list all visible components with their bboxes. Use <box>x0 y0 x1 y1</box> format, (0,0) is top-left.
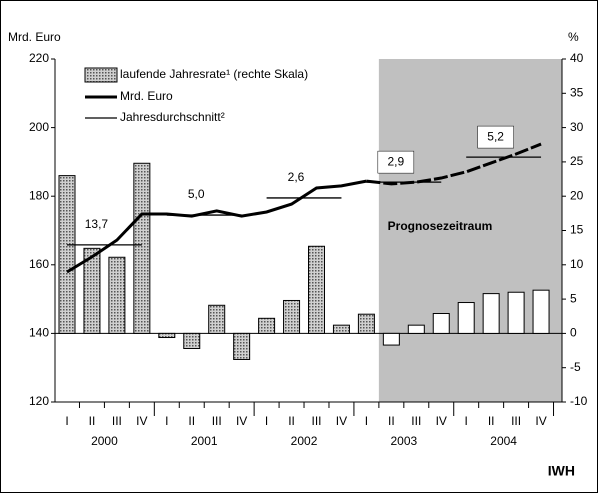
y2-tick-label: 5 <box>570 291 577 305</box>
y-tick-label: 180 <box>29 188 49 202</box>
bar <box>507 291 525 334</box>
x-tick-label: IV <box>236 414 247 428</box>
legend-label: laufende Jahresrate¹ (rechte Skala) <box>120 67 308 81</box>
year-label: 2004 <box>490 434 517 448</box>
label-box <box>377 150 415 174</box>
line <box>366 142 542 186</box>
bar <box>258 317 276 334</box>
y-tick-label: 120 <box>29 394 49 408</box>
x-tick-label: I <box>65 414 68 428</box>
bar <box>108 256 126 334</box>
year-label: 2001 <box>191 434 218 448</box>
forecast-label: Prognosezeitraum <box>388 219 493 233</box>
y2-tick-label: 25 <box>570 154 584 168</box>
line <box>66 179 367 274</box>
x-tick-label: I <box>165 414 168 428</box>
legend-label: Jahresdurchschnitt² <box>120 110 225 124</box>
y2-tick-label: 15 <box>570 223 584 237</box>
bar <box>83 247 101 334</box>
legend-label: Mrd. Euro <box>120 89 173 103</box>
bar <box>308 245 325 334</box>
y-axis-label: Mrd. Euro <box>8 30 61 44</box>
bar <box>532 289 550 334</box>
year-label: 2003 <box>390 434 417 448</box>
y-tick-label: 140 <box>29 326 49 340</box>
y2-tick-label: 0 <box>570 326 577 340</box>
x-tick-label: III <box>511 414 521 428</box>
x-tick-label: II <box>288 414 295 428</box>
growth-label: 2,6 <box>288 170 305 184</box>
growth-label: 2,9 <box>387 154 404 168</box>
x-tick-label: III <box>112 414 122 428</box>
y-tick-label: 160 <box>29 257 49 271</box>
x-tick-label: III <box>411 414 421 428</box>
legend-swatch <box>84 67 118 83</box>
y2-tick-label: 40 <box>570 51 584 65</box>
bar <box>332 324 350 334</box>
growth-label: 13,7 <box>85 217 109 231</box>
bar <box>482 293 500 334</box>
bar <box>432 313 450 334</box>
bar <box>283 299 301 334</box>
label-box <box>477 125 514 149</box>
bar <box>382 332 400 346</box>
x-tick-label: I <box>465 414 468 428</box>
x-tick-label: IV <box>336 414 347 428</box>
bar <box>133 162 151 334</box>
source: IWH <box>548 463 575 479</box>
y2-tick-label: -10 <box>570 394 588 408</box>
x-tick-label: III <box>311 414 321 428</box>
y2-tick-label: 20 <box>570 188 584 202</box>
y2-tick-label: -5 <box>570 360 581 374</box>
y-tick-label: 200 <box>29 120 49 134</box>
x-tick-label: III <box>212 414 222 428</box>
growth-label: 5,0 <box>188 187 205 201</box>
x-tick-label: IV <box>436 414 447 428</box>
y2-tick-label: 30 <box>570 120 584 134</box>
y2-axis-label: % <box>568 30 579 44</box>
bar <box>58 175 76 334</box>
x-tick-label: II <box>188 414 195 428</box>
x-tick-label: IV <box>535 414 546 428</box>
x-tick-label: I <box>365 414 368 428</box>
y-tick-label: 220 <box>29 51 49 65</box>
x-tick-label: II <box>488 414 495 428</box>
y2-tick-label: 35 <box>570 85 584 99</box>
bar <box>158 332 176 339</box>
growth-label: 5,2 <box>487 129 504 143</box>
x-tick-label: IV <box>136 414 147 428</box>
bar <box>357 313 375 334</box>
x-tick-label: II <box>388 414 395 428</box>
bar <box>407 324 425 334</box>
y2-tick-label: 10 <box>570 257 584 271</box>
bar <box>208 304 226 334</box>
bar <box>457 302 475 334</box>
x-tick-label: II <box>89 414 96 428</box>
bar <box>233 332 251 360</box>
year-label: 2002 <box>291 434 318 448</box>
bar <box>183 332 201 349</box>
forecast-area <box>378 59 562 402</box>
x-tick-label: I <box>265 414 268 428</box>
year-label: 2000 <box>91 434 118 448</box>
